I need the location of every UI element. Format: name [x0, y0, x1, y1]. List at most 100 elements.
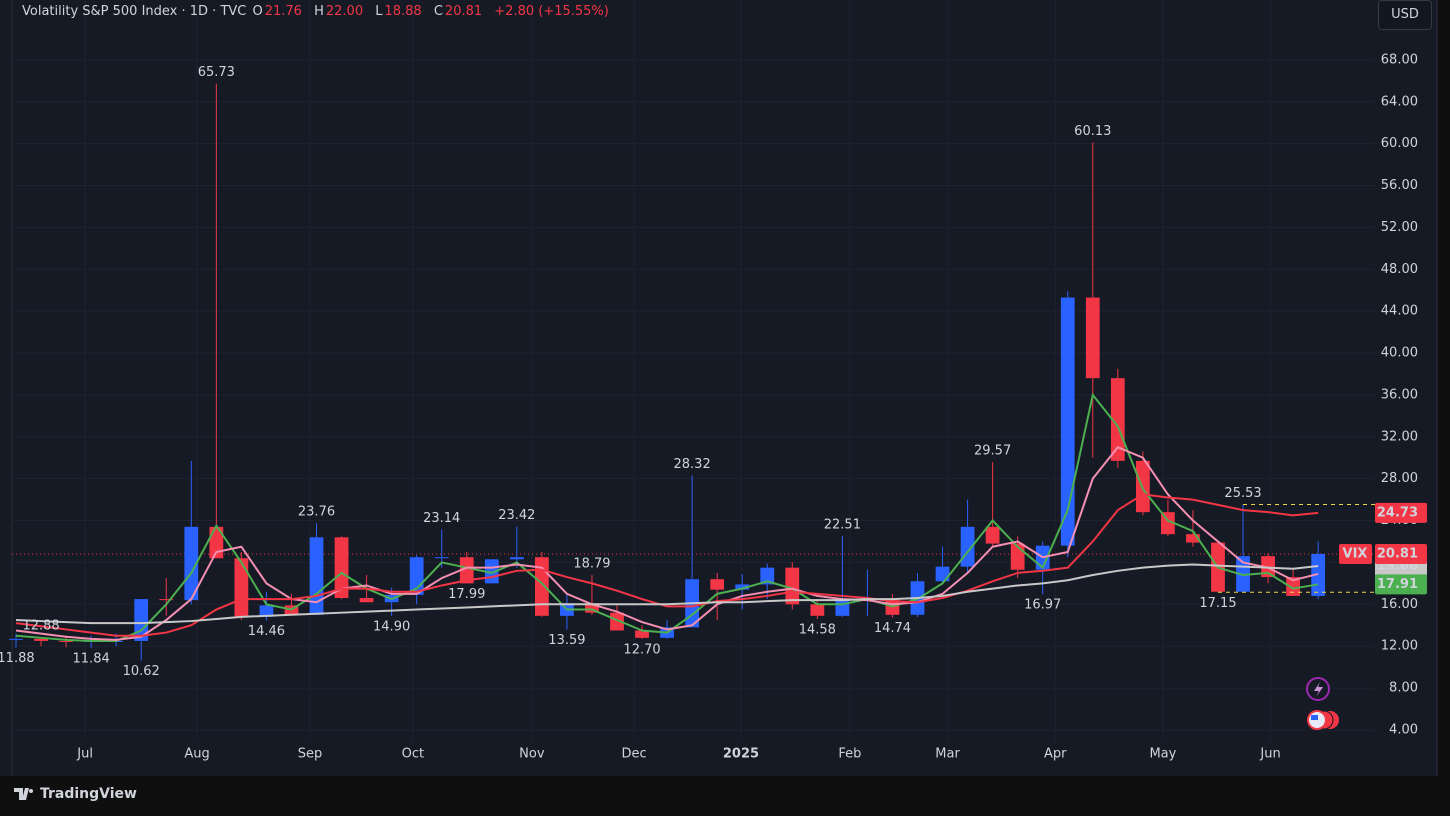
candle-body: [785, 567, 800, 605]
y-tick-label: 40.00: [1381, 346, 1418, 361]
y-tick-label: 12.00: [1381, 639, 1418, 654]
candle-body: [635, 630, 649, 638]
y-tick-label: 32.00: [1381, 429, 1418, 444]
symbol-box: [1339, 543, 1372, 564]
change: +2.80 (+15.55%): [494, 4, 609, 19]
high-label: 29.57: [974, 444, 1011, 459]
icons: [1306, 677, 1339, 730]
high-label: 23.76: [298, 505, 335, 520]
candle-body: [1236, 556, 1250, 592]
candle-body: [359, 598, 374, 603]
candle-body: [760, 567, 775, 585]
x-tick-label: Nov: [519, 747, 545, 762]
high-label: 22.51: [824, 518, 861, 533]
candle-body: [509, 557, 524, 560]
candle-body: [184, 526, 199, 601]
candle-body: [985, 526, 1000, 544]
y-tick-label: 48.00: [1381, 262, 1418, 277]
low-label: 14.58: [799, 623, 836, 638]
low-label: 14.90: [373, 619, 410, 634]
low-label: 16.97: [1024, 598, 1061, 613]
brand: TradingView: [40, 786, 137, 802]
y-tick-label: 4.00: [1389, 722, 1418, 737]
ma-label: 24.73: [1377, 505, 1418, 520]
x-tick-label: Jul: [76, 747, 93, 762]
ohlc-key: C: [433, 4, 443, 19]
y-tick-label: 56.00: [1381, 178, 1418, 193]
ohlc-key: L: [375, 4, 383, 19]
high-label: 12.88: [22, 618, 59, 633]
moving-average: [15, 392, 1319, 642]
ohlc-value: 18.88: [384, 4, 422, 19]
low-label: 17.15: [1199, 596, 1236, 611]
candle-body: [1110, 378, 1125, 461]
y-tick-label: 28.00: [1381, 471, 1418, 486]
high-label: 65.73: [198, 65, 235, 80]
x-tick-label: Mar: [935, 747, 960, 762]
candle-body: [134, 599, 149, 641]
x-tick-label: Dec: [621, 747, 646, 762]
ohlc-value: 21.76: [264, 4, 302, 19]
candle-body: [159, 599, 174, 601]
ohlc-key: H: [314, 4, 324, 19]
y-tick-label: 64.00: [1381, 94, 1418, 109]
low-label: 11.88: [0, 651, 35, 666]
y-tick-label: 44.00: [1381, 304, 1418, 319]
legend-header: Volatility S&P 500 Index · 1D · TVC O 21.…: [22, 4, 617, 19]
logo: [14, 788, 29, 800]
candle-body: [810, 604, 825, 616]
high-label: 23.42: [498, 508, 535, 523]
logo: [29, 789, 33, 793]
low-label: 12.70: [623, 642, 660, 657]
ohlc-value: 22.00: [325, 4, 364, 19]
low-label: 13.59: [548, 633, 585, 648]
x-tick-label: Apr: [1044, 747, 1067, 762]
high-label: 60.13: [1074, 124, 1111, 139]
candle-body: [585, 603, 599, 613]
moving-average: [15, 563, 1319, 625]
close-box: [1375, 543, 1427, 564]
candle-body: [735, 584, 750, 590]
x-tick-label: Jun: [1259, 747, 1280, 762]
y-tick-label: 8.00: [1389, 681, 1418, 696]
close-label: 20.81: [1377, 546, 1418, 561]
candle-body: [59, 640, 73, 643]
candle-body: [334, 537, 349, 599]
ohlc-value: 20.81: [444, 4, 483, 19]
low-label: 14.74: [874, 621, 911, 636]
y-tick-label: 52.00: [1381, 220, 1418, 235]
low-label: 11.84: [73, 651, 110, 666]
candle-body: [1261, 556, 1275, 578]
candle-body: [34, 638, 48, 641]
candle-body: [434, 557, 449, 559]
moving-average: [15, 446, 1319, 641]
symbol-title: Volatility S&P 500 Index · 1D · TVC: [22, 4, 247, 19]
y-tick-label: 16.00: [1381, 597, 1418, 612]
candle-body: [610, 612, 624, 631]
moving-average: [15, 493, 1319, 637]
x-tick-label: Feb: [838, 747, 861, 762]
high-label: 25.53: [1224, 486, 1261, 501]
ma-label: 17.91: [1377, 577, 1418, 592]
x-tick-label: Aug: [184, 747, 209, 762]
symbol-label: VIX: [1343, 546, 1368, 561]
x-tick-label: 2025: [723, 747, 759, 762]
ohlc-key: O: [252, 4, 263, 19]
currency-button[interactable]: USD: [1378, 0, 1432, 30]
candle-body: [9, 638, 23, 640]
candle-body: [459, 557, 474, 584]
candle-body: [259, 605, 274, 617]
candle-body: [1060, 297, 1075, 546]
y-tick-label: 68.00: [1381, 52, 1418, 67]
x-tick-label: Oct: [402, 747, 424, 762]
high-label: 18.79: [573, 557, 610, 572]
chart-background: [0, 0, 1438, 776]
footer: [0, 776, 1450, 816]
candle-body: [710, 579, 725, 590]
low-label: 14.46: [248, 624, 285, 639]
candle-body: [1286, 577, 1301, 596]
x-tick-label: May: [1149, 747, 1176, 762]
x-tick-label: Sep: [298, 747, 323, 762]
